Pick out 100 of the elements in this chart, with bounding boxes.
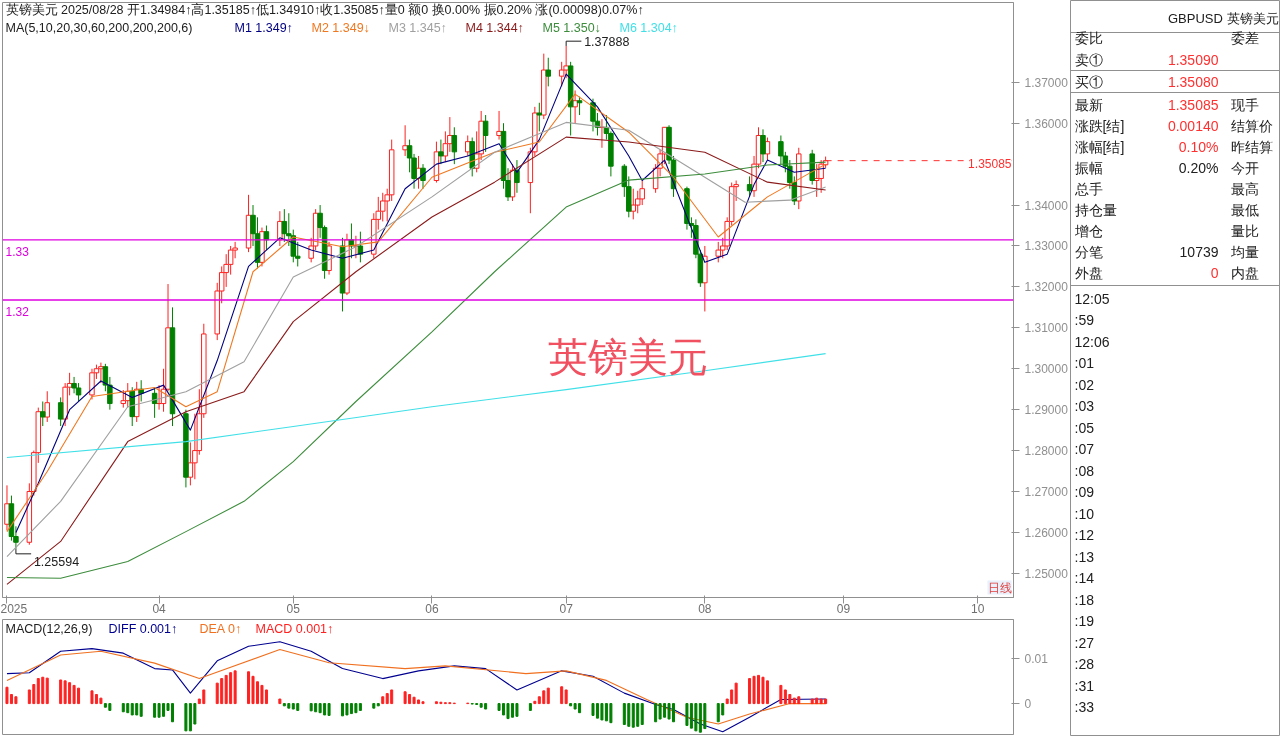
bar — [296, 703, 300, 711]
bar — [135, 703, 139, 716]
bar — [309, 703, 313, 712]
bar — [752, 675, 756, 705]
y-tick-label: 1.37000 — [1024, 75, 1069, 90]
annotation: 日线 — [987, 580, 1012, 595]
bar — [797, 696, 801, 705]
bar — [264, 689, 268, 705]
y-tick-label: 1.28000 — [1024, 444, 1069, 459]
x-tick-label: 07 — [559, 601, 574, 616]
bar — [573, 703, 577, 710]
bar — [640, 703, 644, 725]
bar — [170, 703, 174, 723]
bar — [484, 703, 488, 710]
bar — [564, 689, 568, 705]
bar — [121, 703, 125, 713]
text: 增仓 — [1073, 222, 1103, 239]
ref-line-label: 1.32 — [5, 305, 30, 319]
candlestick — [89, 368, 95, 400]
annotation: 1.37888 — [584, 35, 630, 50]
annotation: 1.25594 — [33, 554, 80, 569]
bar — [229, 672, 233, 705]
candlestick — [420, 163, 426, 190]
bar — [815, 697, 819, 705]
x-tick-label: 2025 — [0, 601, 28, 616]
bar — [685, 703, 689, 726]
bar — [761, 676, 765, 705]
bar — [251, 675, 255, 705]
y-tick-label: 1.31000 — [1024, 321, 1069, 336]
bar — [542, 690, 546, 705]
text: M1 1.349↑ — [234, 20, 293, 35]
text: :19 — [1074, 613, 1095, 629]
text: :18 — [1074, 591, 1095, 608]
bar — [810, 698, 814, 705]
text: 现手 — [1230, 96, 1259, 113]
bar — [667, 703, 671, 720]
annotation: 英镑美元 — [547, 334, 708, 379]
y-tick-label: 1.25000 — [1024, 566, 1069, 581]
x-tick-label: 06 — [425, 601, 439, 616]
bar — [698, 703, 702, 733]
bar — [157, 703, 161, 718]
candlestick — [576, 96, 583, 116]
text: 涨幅[结] — [1074, 138, 1125, 155]
bar — [792, 697, 796, 705]
text: M6 1.304↑ — [619, 20, 678, 35]
candlestick — [451, 126, 458, 165]
bar — [72, 684, 76, 705]
bar — [372, 703, 376, 709]
bar — [32, 684, 36, 705]
candlestick — [760, 128, 766, 163]
text: :03 — [1074, 398, 1095, 414]
text: 今开 — [1230, 159, 1259, 176]
candlestick — [590, 98, 596, 132]
candlestick — [98, 362, 104, 384]
bar — [734, 682, 738, 705]
bar — [528, 703, 532, 711]
bar — [533, 700, 537, 705]
y-tick-label: 1.29000 — [1024, 403, 1069, 418]
text: :12 — [1074, 527, 1095, 543]
candlestick — [4, 484, 10, 531]
candlestick — [44, 390, 50, 423]
x-tick-label: 05 — [286, 601, 301, 616]
text: 0 — [1210, 264, 1219, 281]
bar — [748, 678, 752, 705]
chart-title: 英镑美元 2025/08/28 开1.34984↑高1.35185↑低1.34910↑收1.35085↑量0 额0 换0.00% 振0.20% 涨(0.00098)0.07%↑ — [5, 1, 644, 17]
y-tick-label: 1.34000 — [1024, 198, 1069, 213]
line-series — [6, 648, 827, 725]
candlestick — [402, 124, 408, 157]
bar — [126, 703, 130, 714]
candlestick — [40, 400, 46, 427]
text: :28 — [1074, 656, 1095, 672]
candlestick — [357, 231, 364, 263]
bar — [376, 703, 380, 707]
bar — [90, 690, 94, 705]
text: :33 — [1074, 699, 1095, 715]
text: 买① — [1074, 73, 1103, 90]
bar — [282, 703, 286, 707]
bar — [546, 687, 550, 705]
bar — [515, 703, 519, 717]
text: :09 — [1074, 484, 1095, 500]
bar — [819, 698, 823, 705]
text: 均量 — [1229, 243, 1259, 260]
text: 外盘 — [1074, 264, 1103, 281]
bar — [5, 686, 9, 705]
text: 0.20% — [1178, 159, 1219, 176]
ref-line-label: 1.33 — [5, 244, 30, 259]
bar — [318, 703, 322, 714]
bar — [765, 680, 769, 705]
text: 振幅 — [1074, 159, 1103, 176]
bar — [291, 703, 295, 710]
text: 委比 — [1074, 29, 1103, 46]
text: :07 — [1074, 441, 1095, 457]
bar — [215, 682, 219, 705]
bar — [345, 703, 349, 716]
text: :01 — [1074, 355, 1095, 371]
bar — [59, 679, 63, 705]
bar — [45, 677, 49, 705]
text: M3 1.345↑ — [388, 20, 447, 35]
bar — [327, 703, 331, 716]
text: 量比 — [1230, 222, 1259, 239]
